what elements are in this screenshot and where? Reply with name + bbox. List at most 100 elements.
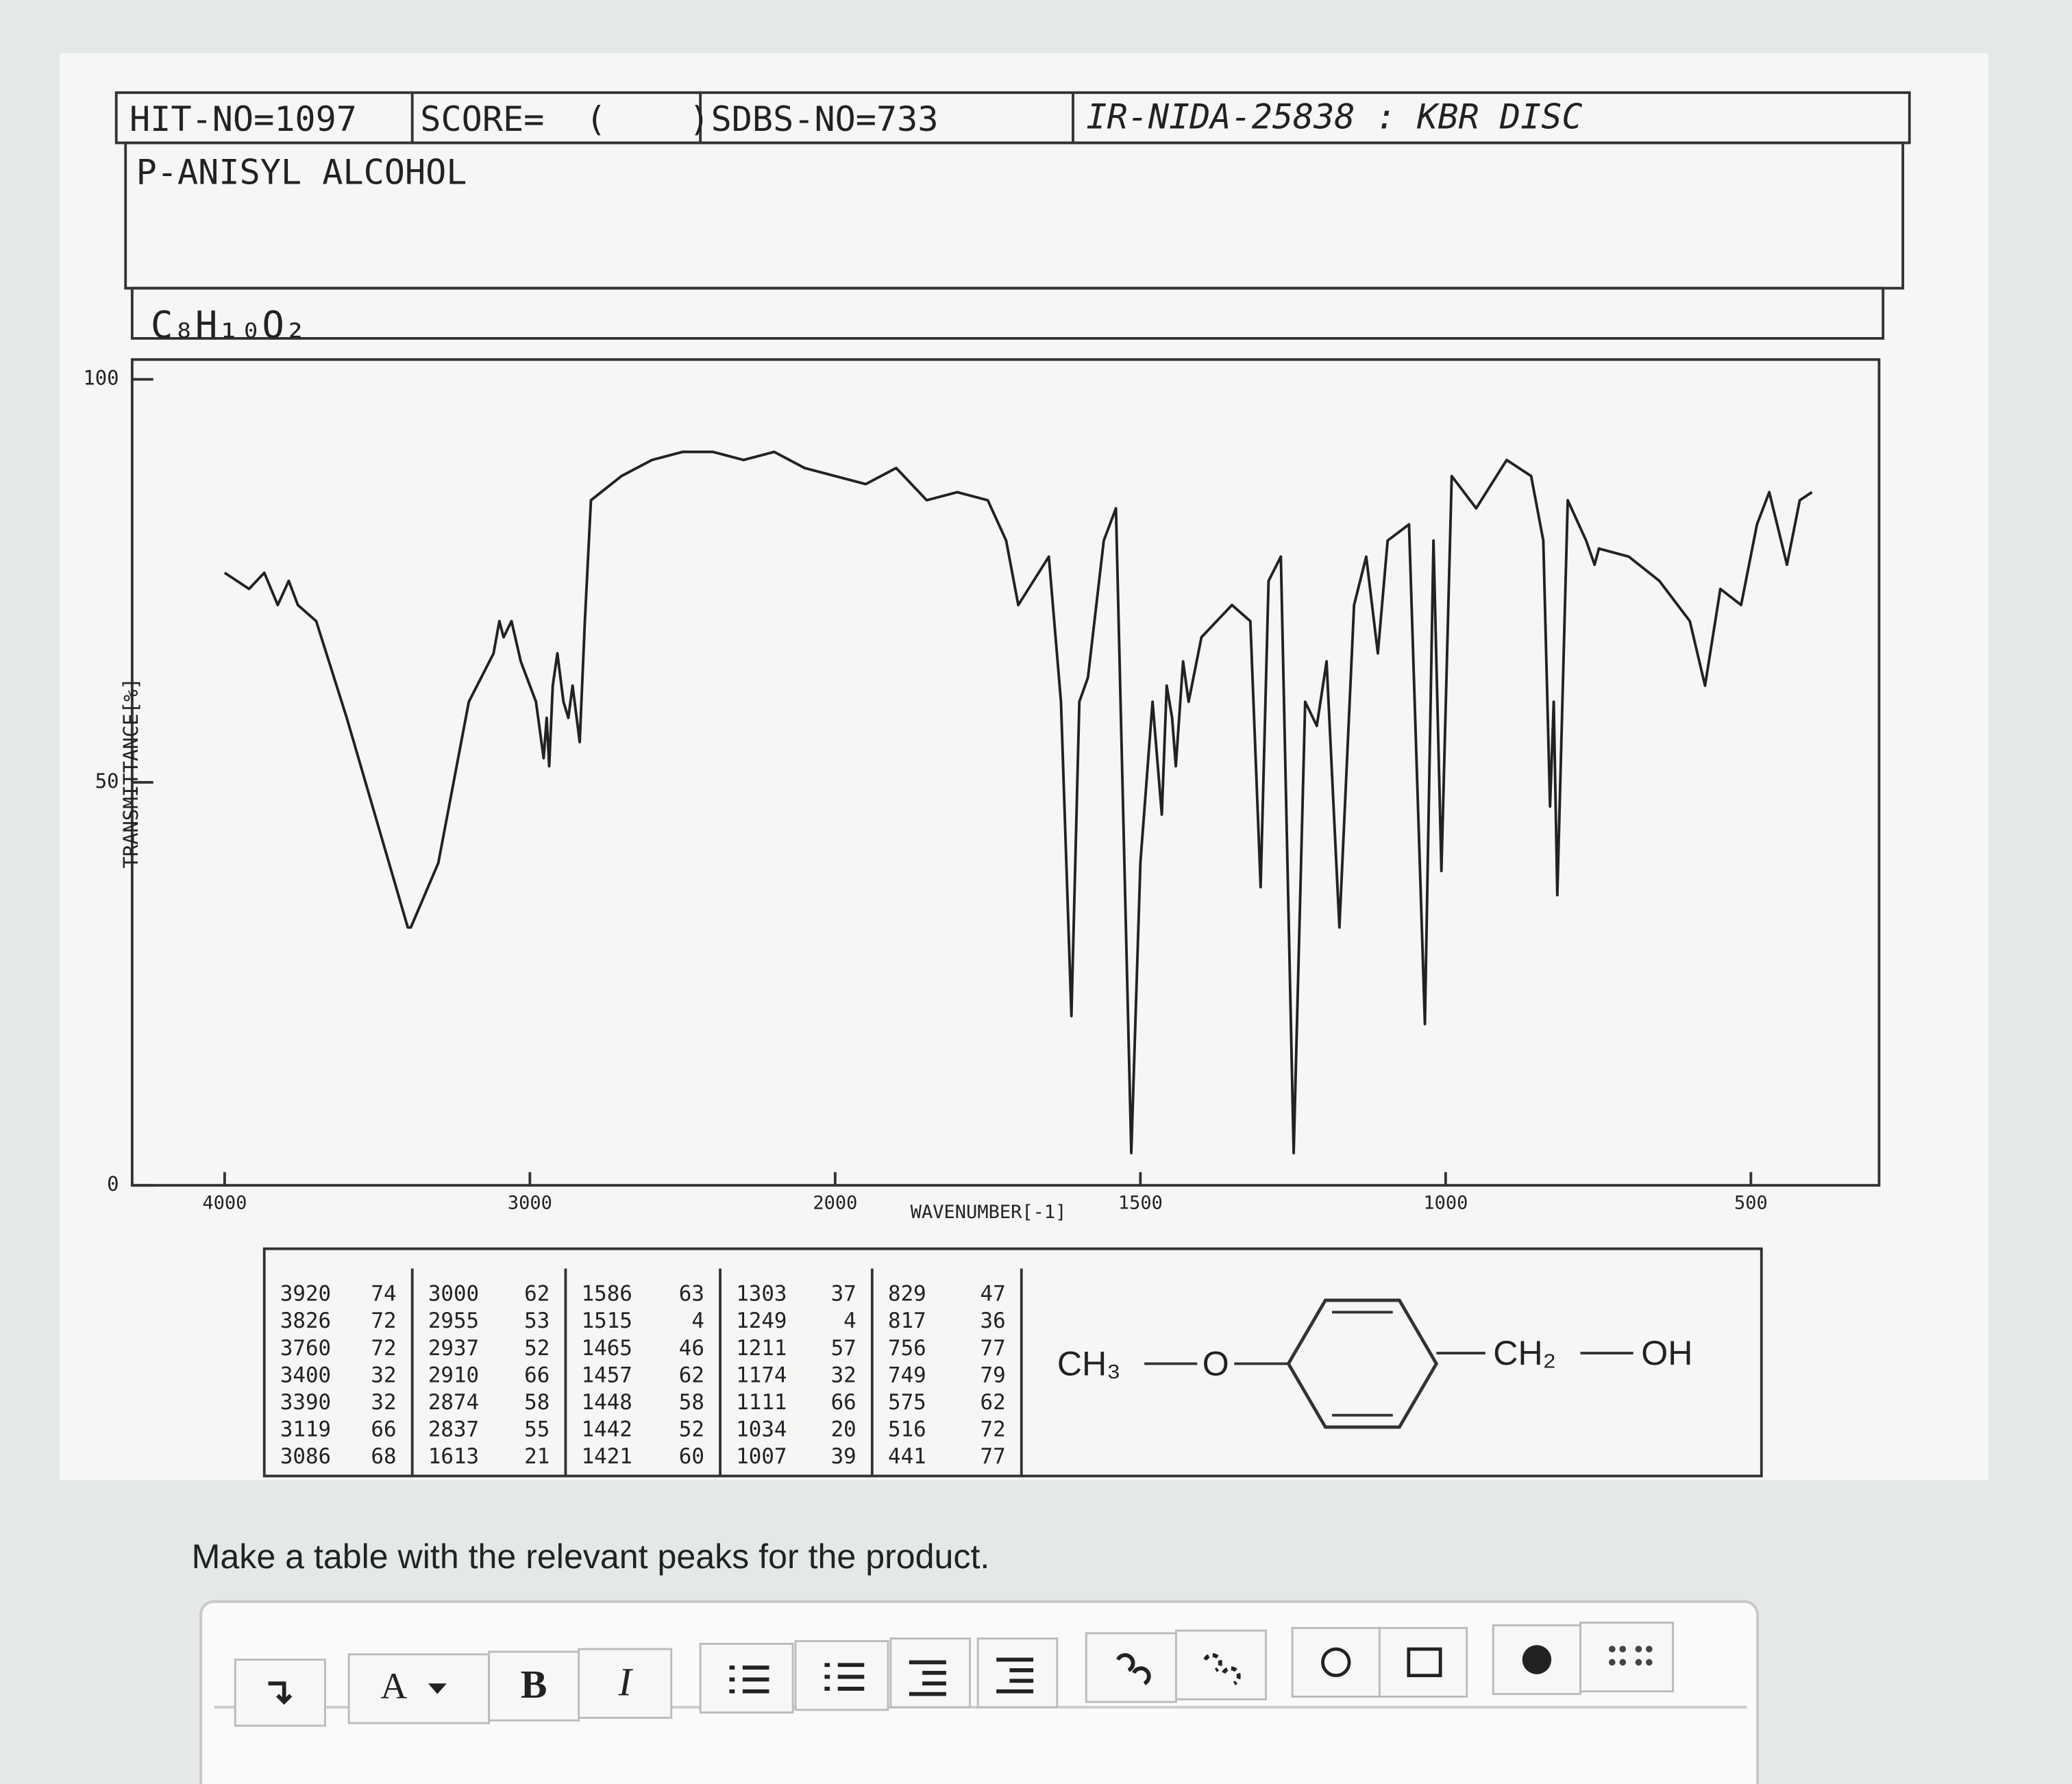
peak-transmittance: 72 — [981, 1417, 1006, 1441]
peak-transmittance: 77 — [981, 1336, 1006, 1361]
peak-wavenumber: 2874 — [428, 1390, 479, 1415]
peak-transmittance: 74 — [371, 1282, 396, 1306]
compound-name: P-ANISYL ALCOHOL — [136, 151, 467, 192]
block-icon — [268, 1681, 293, 1705]
peak-transmittance: 37 — [831, 1282, 856, 1306]
peak-wavenumber: 1007 — [736, 1444, 787, 1469]
peak-wavenumber: 749 — [888, 1363, 926, 1387]
image-icon — [1407, 1647, 1442, 1678]
y-axis-label: TRANSMITTANCE[%] — [119, 678, 143, 868]
peak-box — [262, 1247, 1763, 1478]
spectrum-sheet — [59, 53, 1989, 1481]
bold-label[interactable]: B — [521, 1662, 547, 1707]
peak-wavenumber: 1303 — [736, 1282, 787, 1306]
formula: C₈H₁₀O₂ — [151, 303, 307, 347]
bold-button[interactable] — [488, 1650, 580, 1722]
peak-wavenumber: 1448 — [582, 1390, 632, 1415]
hydroxyl: OH — [1641, 1334, 1692, 1372]
x-tick-label: 3000 — [508, 1193, 552, 1214]
peak-transmittance: 53 — [524, 1309, 550, 1333]
x-tick-label: 1000 — [1423, 1193, 1468, 1214]
question: Make a table with the relevant peaks for… — [192, 1537, 990, 1576]
peak-wavenumber: 1442 — [582, 1417, 632, 1441]
more-icon — [1609, 1646, 1653, 1666]
methyl: CH₃ — [1057, 1345, 1121, 1383]
formula-box — [130, 286, 1885, 340]
font-button[interactable] — [347, 1653, 491, 1724]
outdent-icon — [909, 1660, 946, 1696]
peak-wavenumber: 1249 — [736, 1309, 787, 1333]
peak-wavenumber: 3119 — [280, 1417, 331, 1441]
image-button[interactable] — [1378, 1626, 1468, 1698]
peak-transmittance: 47 — [981, 1282, 1006, 1306]
indent-button[interactable] — [976, 1637, 1059, 1709]
peak-transmittance: 4 — [843, 1309, 856, 1333]
peak-transmittance: 72 — [371, 1309, 396, 1333]
hit-no: HIT-NO=1097 — [130, 99, 357, 139]
list-icons — [699, 1637, 1059, 1714]
peak-transmittance: 66 — [371, 1417, 396, 1441]
more-button[interactable] — [1579, 1622, 1675, 1693]
peak-wavenumber: 2837 — [428, 1417, 479, 1441]
peak-wavenumber: 1211 — [736, 1336, 787, 1361]
peak-wavenumber: 575 — [888, 1390, 926, 1415]
indent-icon — [996, 1657, 1034, 1694]
peak-transmittance: 63 — [679, 1282, 704, 1306]
peak-wavenumber: 817 — [888, 1309, 926, 1333]
peak-transmittance: 58 — [524, 1390, 550, 1415]
benzene-ring — [1286, 1298, 1439, 1429]
peak-wavenumber: 2955 — [428, 1309, 479, 1333]
link-icon — [1115, 1653, 1151, 1685]
peak-transmittance: 20 — [831, 1417, 856, 1441]
peak-transmittance: 21 — [524, 1444, 550, 1469]
y-tick-label: 100 — [83, 367, 119, 390]
x-tick-label: 2000 — [813, 1193, 857, 1214]
x-axis-label: WAVENUMBER[-1] — [911, 1202, 1067, 1223]
methylene: CH₂ — [1493, 1334, 1556, 1372]
peak-wavenumber: 3826 — [280, 1309, 331, 1333]
peak-wavenumber: 1421 — [582, 1444, 632, 1469]
emoji-button[interactable] — [1291, 1626, 1381, 1698]
plot: 0 50 100 4000 3000 2000 1500 1000 500 — [83, 367, 1813, 1214]
number-icon — [824, 1663, 865, 1691]
x-tick-label: 4000 — [202, 1193, 247, 1214]
peak-transmittance: 39 — [831, 1444, 856, 1469]
peak-transmittance: 77 — [981, 1444, 1006, 1469]
peak-wavenumber: 516 — [888, 1417, 926, 1441]
peak-wavenumber: 1034 — [736, 1417, 787, 1441]
x-tick-label: 1500 — [1118, 1193, 1163, 1214]
font-label[interactable]: A — [380, 1665, 407, 1707]
y-tick-label: 50 — [95, 769, 119, 793]
sdbs-no: SDBS-NO=733 — [711, 99, 939, 139]
peak-wavenumber: 1457 — [582, 1363, 632, 1387]
peak-wavenumber: 3390 — [280, 1390, 331, 1415]
score: SCORE= ( ) — [420, 99, 709, 139]
peak-transmittance: 66 — [831, 1390, 856, 1415]
peak-transmittance: 79 — [981, 1363, 1006, 1387]
peak-transmittance: 72 — [371, 1336, 396, 1361]
peak-transmittance: 36 — [981, 1309, 1006, 1333]
peak-transmittance: 4 — [691, 1309, 704, 1333]
peak-transmittance: 55 — [524, 1417, 550, 1441]
peak-transmittance: 62 — [524, 1282, 550, 1306]
peak-transmittance: 62 — [981, 1390, 1006, 1415]
peak-wavenumber: 3760 — [280, 1336, 331, 1361]
peak-wavenumber: 3920 — [280, 1282, 331, 1306]
peak-transmittance: 68 — [371, 1444, 396, 1469]
peak-transmittance: 32 — [371, 1390, 396, 1415]
peak-wavenumber: 829 — [888, 1282, 926, 1306]
peak-transmittance: 58 — [679, 1390, 704, 1415]
peak-wavenumber: 2937 — [428, 1336, 479, 1361]
peak-wavenumber: 3000 — [428, 1282, 479, 1306]
unlink-icon — [1203, 1653, 1241, 1685]
x-tick-label: 500 — [1734, 1193, 1768, 1214]
italic-button[interactable] — [578, 1648, 673, 1719]
italic-label[interactable]: I — [618, 1659, 634, 1704]
block-button[interactable] — [234, 1659, 326, 1727]
peak-transmittance: 57 — [831, 1336, 856, 1361]
peak-wavenumber: 1515 — [582, 1309, 632, 1333]
peak-transmittance: 62 — [679, 1363, 704, 1387]
spectrum-line — [223, 450, 1813, 1155]
